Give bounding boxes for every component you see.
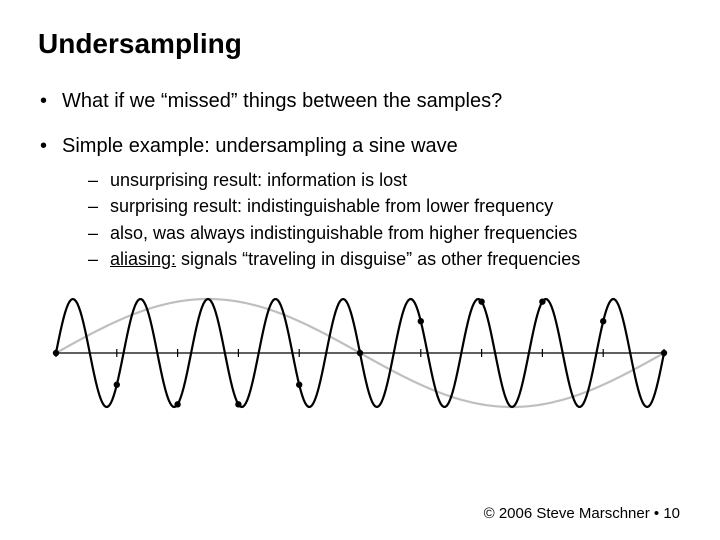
sub-bullet-2: surprising result: indistinguishable fro… [88, 194, 682, 218]
sub-bullet-4: aliasing: signals “traveling in disguise… [88, 247, 682, 271]
sub-bullet-3-text: also, was always indistinguishable from … [110, 223, 577, 243]
sub-bullet-1-text: unsurprising result: information is lost [110, 170, 407, 190]
page-title: Undersampling [38, 28, 682, 60]
sub-bullet-list: unsurprising result: information is lost… [62, 168, 682, 271]
aliasing-term: aliasing: [110, 249, 176, 269]
footer-text: © 2006 Steve Marschner • 10 [484, 505, 680, 522]
sub-bullet-2-text: surprising result: indistinguishable fro… [110, 196, 553, 216]
sub-bullet-1: unsurprising result: information is lost [88, 168, 682, 192]
bullet-1-text: What if we “missed” things between the s… [62, 90, 502, 112]
bullet-1: What if we “missed” things between the s… [38, 88, 682, 115]
bullet-list: What if we “missed” things between the s… [38, 88, 682, 271]
undersampling-chart [50, 293, 670, 413]
chart-container [38, 293, 682, 413]
sub-bullet-3: also, was always indistinguishable from … [88, 221, 682, 245]
sub-bullet-4-rest: signals “traveling in disguise” as other… [176, 249, 580, 269]
bullet-2-text: Simple example: undersampling a sine wav… [62, 135, 458, 157]
slide: Undersampling What if we “missed” things… [0, 0, 720, 540]
bullet-2: Simple example: undersampling a sine wav… [38, 133, 682, 271]
